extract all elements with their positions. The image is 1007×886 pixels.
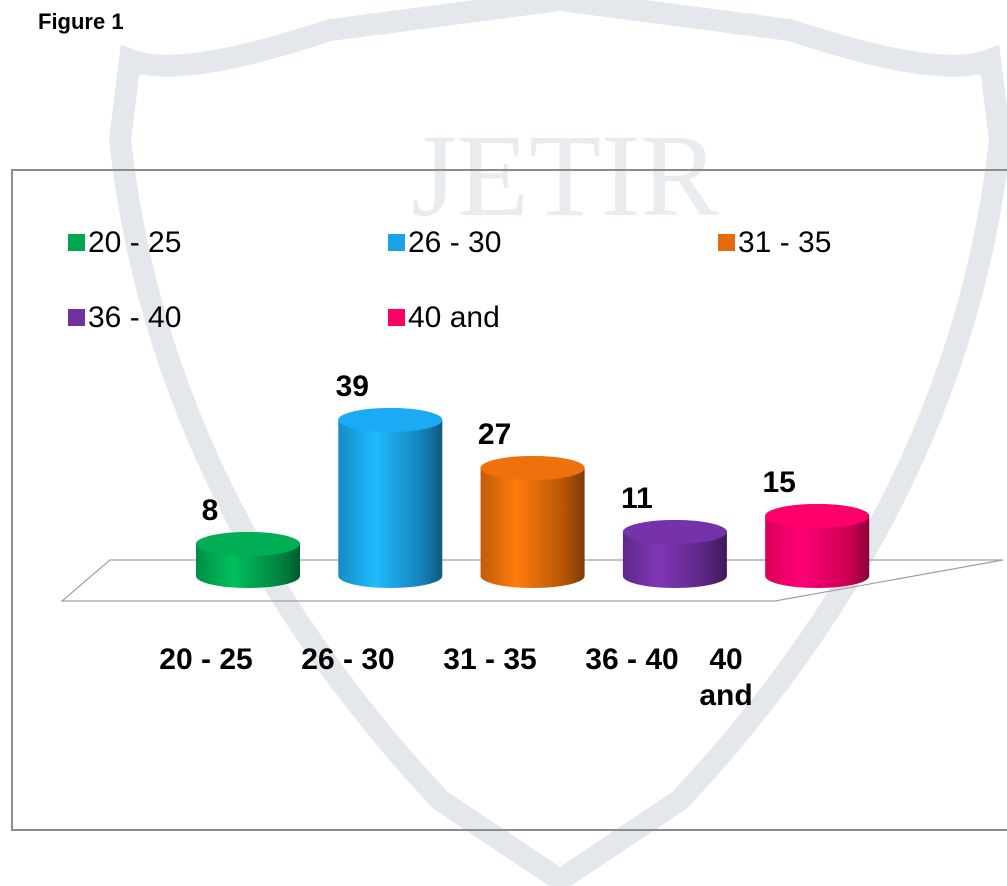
legend-label: 31 - 35: [738, 226, 831, 259]
data-label: 11: [621, 482, 653, 515]
plot-area: 8 39 27 11 15: [196, 370, 870, 588]
x-tick-label: 36 - 40: [585, 643, 679, 676]
legend-swatch: [68, 234, 85, 251]
bar-top: [622, 520, 727, 544]
figure-label: Figure 1: [38, 9, 124, 34]
bar: [480, 456, 585, 588]
x-tick-label: 31 - 35: [443, 643, 537, 676]
bar: [338, 408, 443, 588]
chart-frame: [11, 169, 1007, 831]
bar-top: [338, 408, 443, 432]
legend-swatch: [388, 309, 405, 326]
legend-swatch: [718, 234, 735, 251]
watermark: JETIR: [411, 110, 719, 241]
legend-swatch: [388, 234, 405, 251]
legend-label: 36 - 40: [88, 301, 181, 334]
watermark-shield: [108, 0, 1007, 886]
legend: 20 - 25 26 - 30 31 - 35 36 - 40 40 and: [68, 226, 831, 334]
x-tick-label: 26 - 30: [301, 643, 395, 676]
x-tick-label: 40 and: [699, 643, 753, 712]
legend-label: 40 and: [408, 301, 500, 334]
data-label: 15: [763, 466, 796, 499]
data-label: 39: [336, 370, 369, 403]
data-label: 27: [478, 418, 511, 451]
legend-swatch: [68, 309, 85, 326]
bar-top: [765, 504, 870, 528]
data-label: 8: [202, 494, 219, 527]
bar-top: [480, 456, 585, 480]
x-tick-label: 20 - 25: [159, 643, 253, 676]
bar-top: [196, 532, 300, 556]
legend-label: 26 - 30: [408, 226, 501, 259]
legend-label: 20 - 25: [88, 226, 181, 259]
